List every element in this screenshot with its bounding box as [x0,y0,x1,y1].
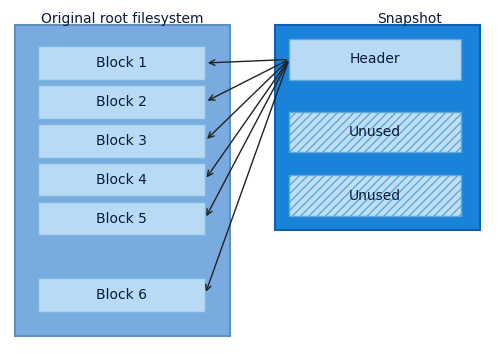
FancyBboxPatch shape [38,85,205,119]
FancyBboxPatch shape [38,278,205,312]
FancyBboxPatch shape [15,25,230,336]
Text: Block 1: Block 1 [96,56,147,70]
FancyBboxPatch shape [38,163,205,196]
Text: Original root filesystem: Original root filesystem [41,12,204,27]
Text: Header: Header [350,52,401,66]
Text: Snapshot: Snapshot [378,12,442,27]
Text: Unused: Unused [349,125,402,139]
FancyBboxPatch shape [275,25,480,230]
FancyBboxPatch shape [289,112,462,152]
FancyBboxPatch shape [38,46,205,80]
FancyBboxPatch shape [38,124,205,158]
Text: Block 3: Block 3 [96,134,146,148]
Text: Block 2: Block 2 [96,95,146,109]
Text: Block 5: Block 5 [96,212,146,225]
Text: Block 4: Block 4 [96,173,146,187]
Text: Block 6: Block 6 [96,288,147,302]
Text: Unused: Unused [349,189,402,202]
FancyBboxPatch shape [38,202,205,235]
FancyBboxPatch shape [289,175,462,216]
FancyBboxPatch shape [289,39,462,80]
